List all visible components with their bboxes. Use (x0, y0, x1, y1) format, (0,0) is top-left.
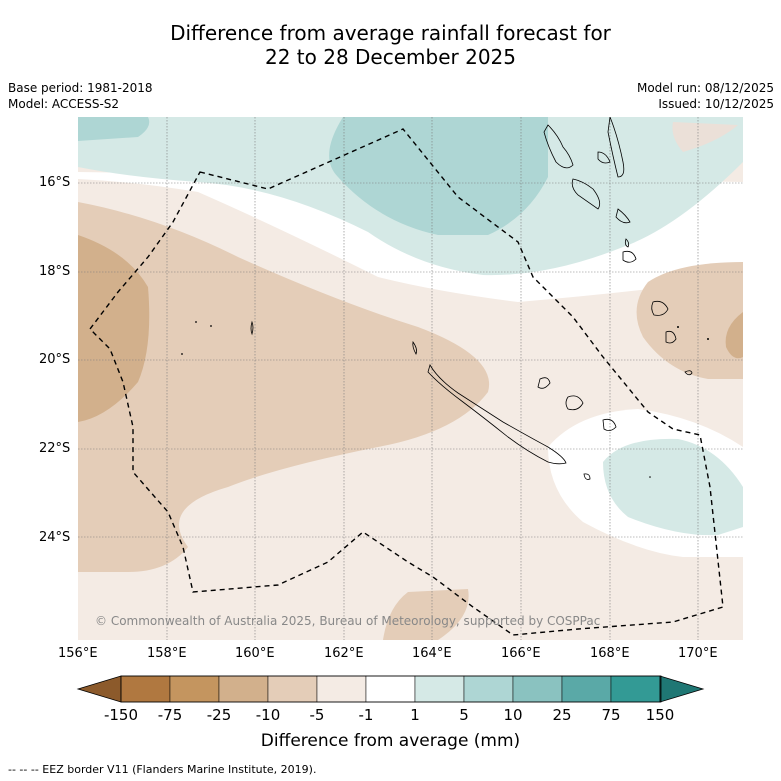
fill-band-light-teal-east (603, 438, 743, 536)
lat-label-24s: 24°S (39, 530, 71, 545)
cb-label-10: 10 (503, 706, 523, 724)
colorbar-segment-2 (169, 675, 220, 703)
islet-c (195, 321, 197, 323)
base-period: Base period: 1981-2018 (8, 81, 153, 95)
coastline-east-islands (651, 300, 693, 376)
lon-label-160e: 160°E (235, 646, 275, 661)
rainfall-map-svg (78, 117, 743, 640)
fill-band-teal-north (329, 117, 548, 235)
colorbar-segment-8 (463, 675, 514, 703)
islet-h (707, 338, 709, 340)
eez-legend: -- -- -- EEZ border V11 (Flanders Marine… (8, 763, 317, 776)
cb-label-minus10: -10 (255, 706, 281, 724)
cb-label-75: 75 (601, 706, 621, 724)
coastline-islet-b (250, 320, 254, 336)
lon-label-170e: 170°E (678, 646, 718, 661)
cb-label-5: 5 (459, 706, 469, 724)
colorbar-segment-9 (512, 675, 563, 703)
coastline-islet-a (412, 341, 417, 355)
lat-label-18s: 18°S (39, 264, 71, 279)
lon-label-164e: 164°E (412, 646, 452, 661)
colorbar-segment-4 (267, 675, 318, 703)
colorbar-segment-11 (610, 675, 661, 703)
model-run: Model run: 08/12/2025 (636, 81, 774, 95)
lon-label-166e: 166°E (501, 646, 541, 661)
cb-label-150: 150 (645, 706, 675, 724)
islet-e (181, 353, 183, 355)
map-title-line2: 22 to 28 December 2025 (264, 45, 516, 69)
colorbar-title: Difference from average (mm) (260, 731, 521, 751)
colorbar-frame (120, 675, 662, 703)
lon-label-162e: 162°E (324, 646, 364, 661)
issued-date: Issued: 10/12/2025 (658, 97, 774, 111)
coastline-vanuatu (543, 117, 637, 263)
map-title-line1: Difference from average rainfall forecas… (170, 21, 611, 45)
fill-band-teal-nw (78, 117, 150, 141)
lon-label-168e: 168°E (590, 646, 630, 661)
colorbar-segment-10 (561, 675, 612, 703)
colorbar-segment-1 (120, 675, 171, 703)
fill-band-tan-east (636, 262, 743, 379)
coastline-islet-f (583, 473, 591, 480)
colorbar-extend-low (76, 675, 122, 703)
gridlines (78, 117, 743, 640)
fill-band-tan-ne (672, 122, 738, 152)
cb-label-minus75: -75 (157, 706, 183, 724)
fill-band-tan-south (383, 589, 469, 640)
cb-label-1: 1 (410, 706, 420, 724)
lon-label-158e: 158°E (147, 646, 187, 661)
lat-label-16s: 16°S (39, 175, 71, 190)
cb-label-minus5: -5 (309, 706, 325, 724)
lon-label-156e: 156°E (58, 646, 98, 661)
model-name: Model: ACCESS-S2 (8, 97, 120, 111)
fill-band-tan-west (78, 202, 490, 572)
colorbar-segment-5 (316, 675, 367, 703)
coastline-new-caledonia (427, 363, 567, 465)
cb-label-minus25: -25 (206, 706, 232, 724)
cb-label-25: 25 (552, 706, 572, 724)
fill-band-tan-core-west (78, 235, 150, 422)
colorbar-segment-3 (218, 675, 269, 703)
islet-d (210, 325, 212, 327)
colorbar (76, 675, 705, 703)
islet-i (649, 476, 651, 478)
cb-label-minus150: -150 (103, 706, 139, 724)
copyright-credit: © Commonwealth of Australia 2025, Bureau… (95, 614, 601, 628)
fill-band-tan-core-east (725, 312, 743, 359)
colorbar-segment-6 (365, 675, 416, 703)
colorbar-extend-high (659, 675, 705, 703)
colorbar-segment-7 (414, 675, 465, 703)
cb-label-minus1: -1 (358, 706, 374, 724)
lat-label-20s: 20°S (39, 352, 71, 367)
rainfall-map (78, 117, 743, 640)
colorbar-segments (76, 675, 705, 703)
coastline-loyalty-islands (537, 377, 617, 431)
lat-label-22s: 22°S (39, 441, 71, 456)
islet-g (677, 326, 679, 328)
